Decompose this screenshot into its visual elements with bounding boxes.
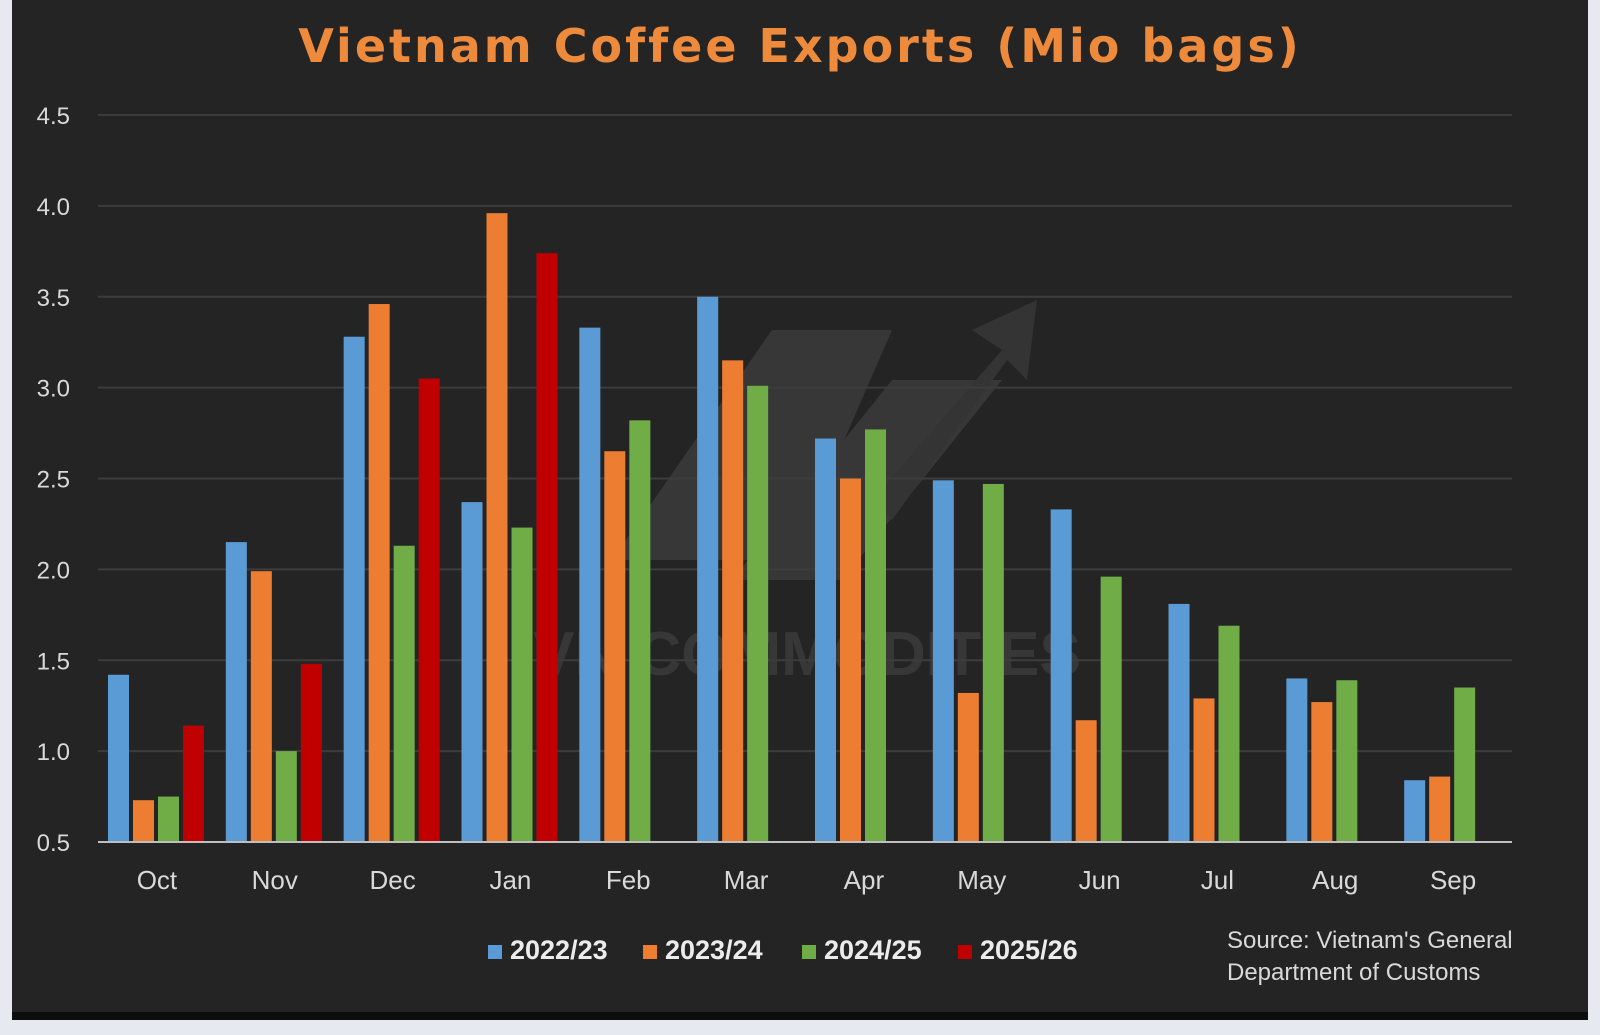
bar-2024-25-apr (865, 429, 886, 842)
y-tick-label: 3.5 (37, 285, 70, 312)
bar-2022-23-apr (815, 438, 836, 842)
chart-svg: VN COMMODITIES Vietnam Coffee Exports (M… (37, 19, 1513, 986)
legend-label: 2025/26 (980, 935, 1078, 965)
bar-2024-25-may (982, 483, 1004, 842)
legend-swatch (802, 945, 816, 959)
legend-label: 2022/23 (510, 935, 608, 965)
x-tick-label: Feb (606, 865, 651, 895)
y-tick-label: 2.5 (37, 467, 70, 494)
legend: 2022/23 2023/24 2024/25 2025/26 (488, 935, 1078, 965)
bar-2024-25-mar (747, 385, 769, 842)
bar-2023-24-jun (1075, 720, 1097, 842)
bar-2022-23-feb (579, 327, 601, 843)
legend-swatch (958, 945, 972, 959)
bar-2024-25-dec (393, 545, 415, 842)
bar-2023-24-oct (133, 800, 154, 842)
legend-swatch (643, 945, 657, 959)
bar-2024-25-jul (1218, 625, 1240, 842)
y-tick-label: 3.0 (37, 376, 70, 403)
bar-2023-24-mar (722, 360, 744, 842)
bar-2025-26-jan (536, 253, 558, 842)
x-tick-label: Dec (369, 865, 415, 895)
y-tick-label: 0.5 (37, 830, 70, 857)
bar-2025-26-dec (418, 378, 440, 842)
y-axis-ticks: 0.5 1.0 1.5 2.0 2.5 3.0 3.5 4.0 4.5 (37, 103, 70, 857)
x-axis-ticks: Oct Nov Dec Jan Feb Mar Apr May Jun Jul Aug Sep (137, 865, 1477, 895)
bar-2024-25-jan (511, 527, 533, 842)
bar-2023-24-feb (604, 451, 626, 842)
legend-label: 2024/25 (824, 935, 922, 965)
legend-label: 2023/24 (665, 935, 763, 965)
bar-2025-26-nov (300, 663, 322, 842)
gridlines (98, 114, 1512, 753)
source-line-2: Department of Customs (1227, 959, 1480, 986)
chart-panel: VN COMMODITIES Vietnam Coffee Exports (M… (12, 0, 1588, 1020)
y-tick-label: 4.0 (37, 194, 70, 221)
x-tick-label: Oct (137, 865, 178, 895)
bar-2022-23-nov (225, 542, 247, 842)
bar-2024-25-oct (158, 796, 179, 842)
bars (108, 213, 1476, 843)
bar-2025-26-oct (183, 725, 204, 842)
y-tick-label: 2.0 (37, 557, 70, 584)
x-tick-label: Aug (1312, 865, 1358, 895)
bar-2022-23-jun (1050, 509, 1072, 842)
bar-2024-25-sep (1454, 687, 1476, 842)
bar-2023-24-nov (250, 571, 272, 842)
source-line-1: Source: Vietnam's General (1227, 927, 1513, 954)
bar-2022-23-mar (697, 296, 719, 842)
bar-2024-25-feb (629, 420, 651, 842)
bar-2024-25-aug (1336, 680, 1358, 842)
x-tick-label: Apr (844, 865, 885, 895)
bar-2023-24-apr (840, 478, 861, 842)
bar-2022-23-jan (461, 502, 483, 842)
bar-2023-24-jul (1193, 698, 1215, 842)
bar-2023-24-dec (368, 304, 390, 842)
bar-2023-24-aug (1311, 702, 1333, 842)
bar-2022-23-aug (1286, 678, 1308, 842)
bar-2022-23-sep (1404, 780, 1426, 842)
x-tick-label: Mar (724, 865, 769, 895)
bar-2023-24-sep (1429, 776, 1451, 842)
bar-2022-23-oct (108, 674, 129, 842)
x-tick-label: Jun (1079, 865, 1121, 895)
chart-title: Vietnam Coffee Exports (Mio bags) (298, 19, 1301, 73)
x-tick-label: May (957, 865, 1006, 895)
bar-2022-23-dec (343, 336, 365, 842)
bar-2024-25-jun (1100, 576, 1122, 842)
bar-2022-23-jul (1168, 603, 1190, 842)
y-tick-label: 1.0 (37, 739, 70, 766)
watermark-arrow-icon (872, 300, 1037, 520)
bar-2024-25-nov (275, 751, 297, 842)
bar-2022-23-may (932, 480, 954, 842)
x-tick-label: Jan (489, 865, 531, 895)
legend-swatch (488, 945, 502, 959)
bar-2023-24-jan (486, 213, 508, 842)
x-tick-label: Nov (252, 865, 298, 895)
y-tick-label: 4.5 (37, 103, 70, 130)
y-tick-label: 1.5 (37, 648, 70, 675)
bar-2023-24-may (957, 692, 979, 842)
x-tick-label: Jul (1201, 865, 1234, 895)
x-tick-label: Sep (1430, 865, 1476, 895)
